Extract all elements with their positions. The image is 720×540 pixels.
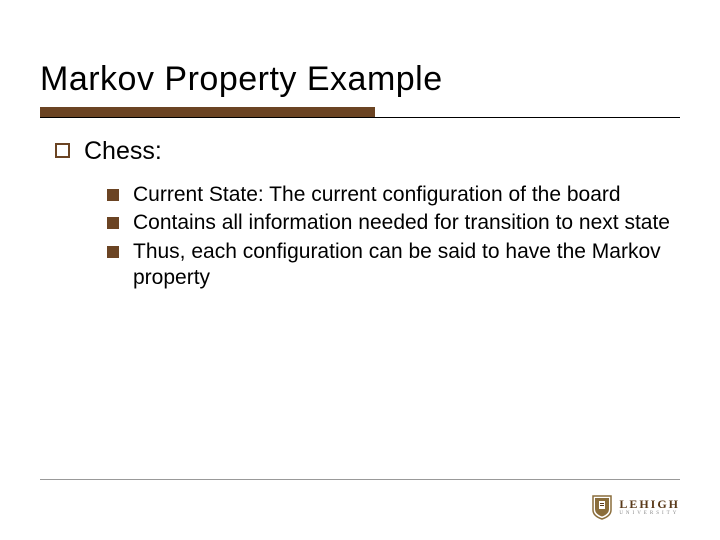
bullet-level2-item: Contains all information needed for tran… <box>107 210 670 236</box>
bullet-level1-text: Chess: <box>84 137 162 166</box>
title-area: Markov Property Example <box>0 0 720 119</box>
logo-main-text: LEHIGH <box>619 498 680 510</box>
content-area: Chess: Current State: The current config… <box>0 119 720 291</box>
bullet-level2-list: Current State: The current configuration… <box>55 176 670 291</box>
bullet-level2-item: Thus, each configuration can be said to … <box>107 239 670 292</box>
bullet-level2-text: Current State: The current configuration… <box>133 182 621 208</box>
bullet-level2-text: Thus, each configuration can be said to … <box>133 239 670 292</box>
underline-thin <box>40 117 680 118</box>
slide-title: Markov Property Example <box>40 60 680 99</box>
filled-square-icon <box>107 189 119 201</box>
logo-sub-text: UNIVERSITY <box>619 511 680 516</box>
footer-divider <box>40 479 680 480</box>
bullet-level2-item: Current State: The current configuration… <box>107 182 670 208</box>
filled-square-icon <box>107 217 119 229</box>
slide: Markov Property Example Chess: Current S… <box>0 0 720 540</box>
bullet-level1: Chess: <box>55 137 670 166</box>
underline-thick <box>40 107 375 117</box>
open-square-icon <box>55 143 70 158</box>
university-logo: LEHIGH UNIVERSITY <box>591 494 680 520</box>
shield-icon <box>591 494 613 520</box>
logo-text: LEHIGH UNIVERSITY <box>619 498 680 516</box>
bullet-level2-text: Contains all information needed for tran… <box>133 210 670 236</box>
filled-square-icon <box>107 246 119 258</box>
title-underline <box>40 107 680 119</box>
